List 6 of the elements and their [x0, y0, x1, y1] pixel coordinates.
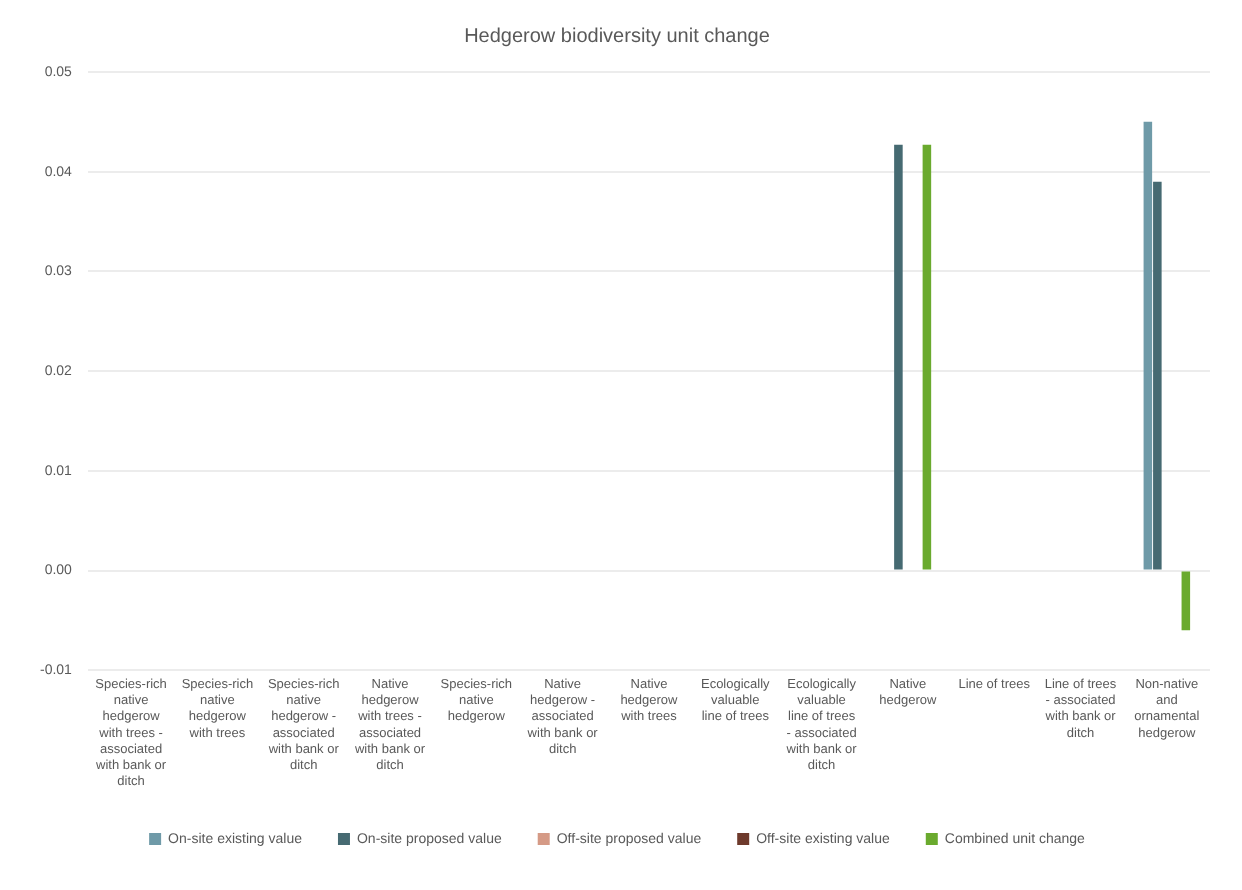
bar — [1181, 571, 1191, 631]
bar — [894, 144, 903, 570]
bar — [1143, 121, 1153, 570]
bar — [922, 144, 932, 570]
bar — [1153, 181, 1162, 570]
chart-title: Hedgerow biodiversity unit change — [464, 25, 771, 48]
